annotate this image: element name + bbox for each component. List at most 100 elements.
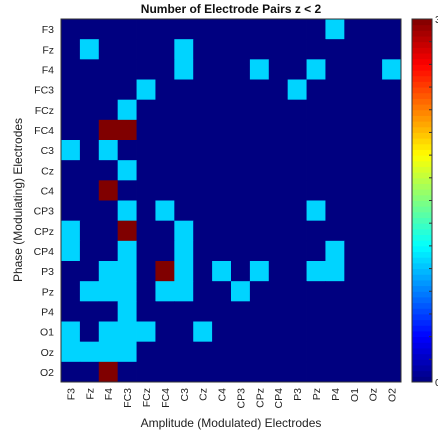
colorbar-band [412,160,432,167]
heatmap-cell-CP3-C4 [212,200,232,222]
heatmap-cell-CP4-Cz [193,240,213,262]
heatmap-cell-CP4-FC4 [155,240,175,262]
x-tick-label: O2 [387,388,399,402]
heatmap-cell-FCz-C3 [174,99,194,121]
heatmap-cell-C3-FC4 [155,140,175,161]
y-tick-label: Fz [42,44,54,56]
y-tick-label: FCz [35,105,54,117]
colorbar-band [412,87,432,94]
heatmap-cell-CP3-F4 [98,200,119,222]
heatmap-cell-Fz-C3 [174,39,194,60]
heatmap-cell-Fz-F4 [98,39,119,60]
heatmap-cell-C4-C3 [174,180,194,201]
heatmap-cell-CP4-P3 [287,240,307,262]
heatmap-cell-CP4-CP3 [231,240,251,262]
colorbar-band [412,336,432,343]
heatmap-cell-CP3-P3 [287,200,307,222]
heatmap-cell-FCz-O1 [344,99,364,121]
heatmap-cell-C4-FC3 [117,180,137,201]
heatmap-cell-O1-P3 [287,321,307,343]
heatmap-cell-Pz-O2 [382,281,402,302]
heatmap-cell-Fz-CPz [249,39,270,60]
heatmap-cell-P3-Fz [79,261,100,282]
heatmap-cell-FCz-Oz [363,99,383,121]
colorbar-band [412,36,432,43]
heatmap-cell-P4-C4 [212,301,232,322]
heatmap-cell-CP3-O2 [382,200,402,222]
colorbar-band [412,251,432,258]
colorbar-band [412,30,432,37]
colorbar-band [412,70,432,77]
x-tick-label: FCz [141,388,153,407]
heatmap-cell-Cz-F3 [61,160,81,181]
heatmap-cell-C4-F3 [61,180,81,201]
heatmap-cell-O2-Oz [363,361,383,383]
heatmap-cell-O1-Oz [363,321,383,343]
heatmap-cell-P4-C3 [174,301,194,322]
colorbar-band [412,223,432,230]
heatmap-cell-Cz-CPz [249,160,270,181]
heatmap-cell-C3-F4 [98,140,119,161]
heatmap-cell-F4-O1 [344,59,364,80]
colorbar-band [412,189,432,196]
y-tick-label: O2 [40,367,54,379]
heatmap-cell-O1-CP4 [268,321,289,343]
heatmap-cell-Oz-F3 [61,341,81,363]
heatmap-cell-C3-CPz [249,140,270,161]
heatmap-cell-FC4-F3 [61,119,81,141]
heatmap-cell-FC4-CP3 [231,119,251,141]
heatmap-cell-FC4-Cz [193,119,213,141]
heatmap-cell-P4-P3 [287,301,307,322]
heatmap-cell-C4-FC4 [155,180,175,201]
heatmap-cell-P4-CP4 [268,301,289,322]
heatmap-cell-C3-Fz [79,140,100,161]
heatmap-cell-Cz-O1 [344,160,364,181]
heatmap-cell-Cz-C3 [174,160,194,181]
heatmap-cell-C3-Oz [363,140,383,161]
colorbar-band [412,330,432,338]
heatmap-cell-C3-Cz [193,140,213,161]
colorbar-band [412,359,432,366]
heatmap-cell-P3-P4 [325,261,345,282]
heatmap-cell-FCz-F3 [61,99,81,121]
heatmap-cell-CPz-CP4 [268,220,289,242]
heatmap-cell-O1-O2 [382,321,402,343]
heatmap-cell-O1-C3 [174,321,194,343]
colorbar-band [412,149,432,156]
colorbar-band [412,325,432,332]
heatmap-cell-FCz-C4 [212,99,232,121]
colorbar-band [412,313,432,321]
heatmap-cell-Cz-Oz [363,160,383,181]
heatmap-cell-F3-Oz [363,19,383,40]
heatmap-cell-C4-Pz [306,180,326,201]
colorbar-band [412,41,432,48]
x-tick-label: P4 [330,388,342,401]
heatmap-cell-CP4-F4 [98,240,119,262]
heatmap-cell-CP3-F3 [61,200,81,222]
heatmap-cell-FC4-C3 [174,119,194,141]
colorbar-band [412,155,432,162]
heatmap-cell-Pz-P3 [287,281,307,302]
heatmap-cell-O2-Cz [193,361,213,383]
heatmap-cell-P3-O2 [382,261,402,282]
heatmap-cell-Cz-Cz [193,160,213,181]
heatmap-cell-P3-Oz [363,261,383,282]
heatmap-cell-P4-F4 [98,301,119,322]
heatmap-cell-FCz-P4 [325,99,345,121]
heatmap-cell-P3-FC4 [155,261,175,282]
heatmap-cell-FCz-F4 [98,99,119,121]
heatmap-cell-Cz-FC3 [117,160,137,181]
colorbar-band [412,177,432,184]
heatmap-cell-O1-FC3 [117,321,137,343]
heatmap-cell-P4-O2 [382,301,402,322]
colorbar-band [412,291,432,298]
heatmap-cell-FC3-Oz [363,79,383,101]
y-tick-label: F4 [42,64,54,76]
heatmap-cell-FCz-CP4 [268,99,289,121]
colorbar-band [412,285,432,292]
heatmap-cell-FCz-P3 [287,99,307,121]
y-tick-label: O1 [40,327,54,339]
heatmap-cell-Pz-Pz [306,281,326,302]
heatmap-cell-FC4-O2 [382,119,402,141]
